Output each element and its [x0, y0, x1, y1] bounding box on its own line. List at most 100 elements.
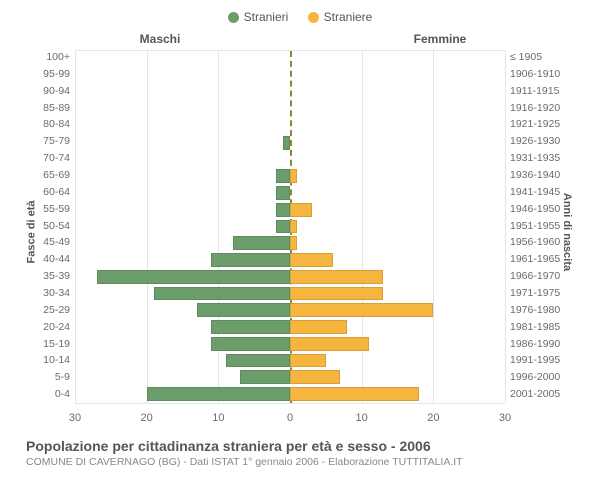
bar-female [290, 370, 340, 384]
pyramid-row [75, 203, 505, 217]
pyramid-row [75, 387, 505, 401]
bar-male [147, 387, 290, 401]
pyramid-row [75, 119, 505, 133]
y-label-birth: 2001-2005 [510, 388, 570, 400]
footer-subtitle: COMUNE DI CAVERNAGO (BG) - Dati ISTAT 1°… [26, 456, 574, 468]
legend-label-male: Stranieri [244, 10, 289, 24]
bar-male [226, 354, 291, 368]
legend: Stranieri Straniere [10, 10, 590, 26]
y-label-birth: 1926-1930 [510, 135, 570, 147]
x-tick: 20 [427, 412, 439, 424]
y-label-age: 0-4 [30, 388, 70, 400]
bar-female [290, 337, 369, 351]
y-label-age: 15-19 [30, 338, 70, 350]
y-label-age: 60-64 [30, 186, 70, 198]
bar-male [276, 186, 290, 200]
bar-male [233, 236, 290, 250]
y-label-birth: 1986-1990 [510, 338, 570, 350]
y-label-age: 25-29 [30, 304, 70, 316]
pyramid-row [75, 169, 505, 183]
y-label-age: 75-79 [30, 135, 70, 147]
pyramid-row [75, 270, 505, 284]
bar-female [290, 253, 333, 267]
pyramid-row [75, 186, 505, 200]
legend-label-female: Straniere [324, 10, 373, 24]
bars-region [75, 50, 505, 404]
x-tick: 30 [499, 412, 511, 424]
x-tick: 20 [141, 412, 153, 424]
y-label-age: 100+ [30, 51, 70, 63]
y-label-age: 85-89 [30, 102, 70, 114]
bar-female [290, 169, 297, 183]
pyramid-row [75, 370, 505, 384]
pyramid-row [75, 236, 505, 250]
y-label-age: 20-24 [30, 321, 70, 333]
y-label-birth: 1951-1955 [510, 220, 570, 232]
y-label-birth: 1936-1940 [510, 169, 570, 181]
y-label-age: 35-39 [30, 270, 70, 282]
bar-female [290, 287, 383, 301]
bar-male [276, 203, 290, 217]
bar-male [276, 169, 290, 183]
bar-female [290, 236, 297, 250]
pyramid-row [75, 320, 505, 334]
bar-male [211, 253, 290, 267]
bar-male [154, 287, 290, 301]
x-tick: 0 [287, 412, 293, 424]
y-label-birth: 1941-1945 [510, 186, 570, 198]
pyramid-row [75, 136, 505, 150]
x-tick: 30 [69, 412, 81, 424]
y-label-birth: 1996-2000 [510, 371, 570, 383]
y-label-birth: 1946-1950 [510, 203, 570, 215]
y-label-birth: 1906-1910 [510, 68, 570, 80]
bar-male [240, 370, 290, 384]
bar-female [290, 303, 433, 317]
y-label-age: 50-54 [30, 220, 70, 232]
y-label-birth: 1981-1985 [510, 321, 570, 333]
y-label-age: 5-9 [30, 371, 70, 383]
y-label-age: 40-44 [30, 253, 70, 265]
pyramid-row [75, 337, 505, 351]
y-label-birth: 1976-1980 [510, 304, 570, 316]
y-label-birth: 1961-1965 [510, 253, 570, 265]
bar-male [197, 303, 290, 317]
column-title-male: Maschi [20, 32, 300, 46]
bar-female [290, 387, 419, 401]
legend-swatch-male [228, 12, 239, 23]
x-tick: 10 [356, 412, 368, 424]
y-label-age: 45-49 [30, 236, 70, 248]
y-label-birth: 1916-1920 [510, 102, 570, 114]
legend-item-female: Straniere [308, 10, 373, 24]
grid-line [505, 51, 506, 403]
y-label-birth: 1991-1995 [510, 354, 570, 366]
pyramid-row [75, 69, 505, 83]
pyramid-row [75, 153, 505, 167]
y-label-birth: 1956-1960 [510, 236, 570, 248]
y-label-age: 70-74 [30, 152, 70, 164]
pyramid-row [75, 220, 505, 234]
pyramid-row [75, 354, 505, 368]
y-label-age: 55-59 [30, 203, 70, 215]
y-label-age: 10-14 [30, 354, 70, 366]
bar-male [211, 337, 290, 351]
y-label-birth: 1921-1925 [510, 118, 570, 130]
y-label-age: 90-94 [30, 85, 70, 97]
bar-male [211, 320, 290, 334]
y-label-birth: 1971-1975 [510, 287, 570, 299]
pyramid-row [75, 86, 505, 100]
population-pyramid-chart: Stranieri Straniere Maschi Femmine Fasce… [0, 0, 600, 500]
y-label-age: 80-84 [30, 118, 70, 130]
y-label-birth: 1931-1935 [510, 152, 570, 164]
column-title-female: Femmine [300, 32, 580, 46]
y-label-birth: 1911-1915 [510, 85, 570, 97]
bar-female [290, 220, 297, 234]
y-label-birth: ≤ 1905 [510, 51, 570, 63]
bar-female [290, 320, 347, 334]
bar-male [283, 136, 290, 150]
y-label-birth: 1966-1970 [510, 270, 570, 282]
plot-area: Maschi Femmine Fasce di età Anni di nasc… [20, 32, 580, 432]
pyramid-row [75, 52, 505, 66]
bar-female [290, 203, 312, 217]
bar-male [276, 220, 290, 234]
y-label-age: 30-34 [30, 287, 70, 299]
